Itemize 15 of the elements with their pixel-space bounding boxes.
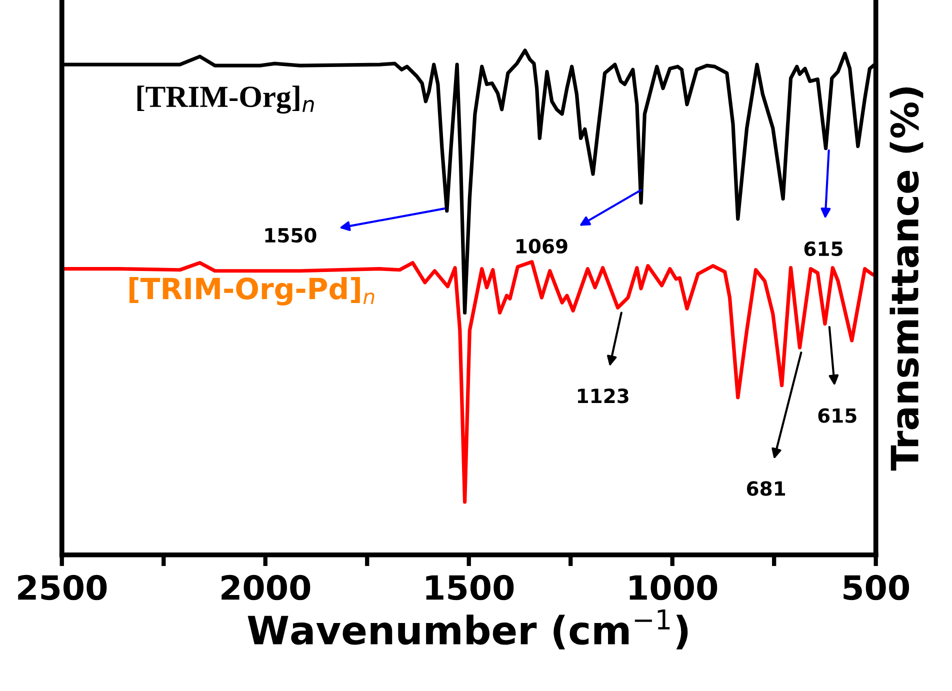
- x-tick-label: 1500: [426, 574, 514, 600]
- x-tick-label: 1000: [630, 574, 718, 600]
- x-axis-title: Wavenumber (cm$^{−1}$): [248, 609, 688, 650]
- x-tick-label: 2500: [18, 574, 107, 600]
- annotation: 1069: [516, 238, 568, 254]
- series-label: [TRIM-Org-Pd]$_{n}$: [130, 277, 374, 306]
- y-axis-title: Transmittance (%): [890, 87, 924, 471]
- annotation: 681: [746, 481, 786, 496]
- x-tick-label: 500: [844, 574, 910, 600]
- x-tick-label: 2000: [222, 574, 310, 600]
- series-label: [TRIM-Org]$_{n}$: [137, 86, 314, 114]
- annotation: 1550: [265, 228, 316, 243]
- annotation: 615: [818, 408, 856, 423]
- annotation: 1123: [578, 388, 628, 404]
- annotation: 615: [804, 241, 842, 256]
